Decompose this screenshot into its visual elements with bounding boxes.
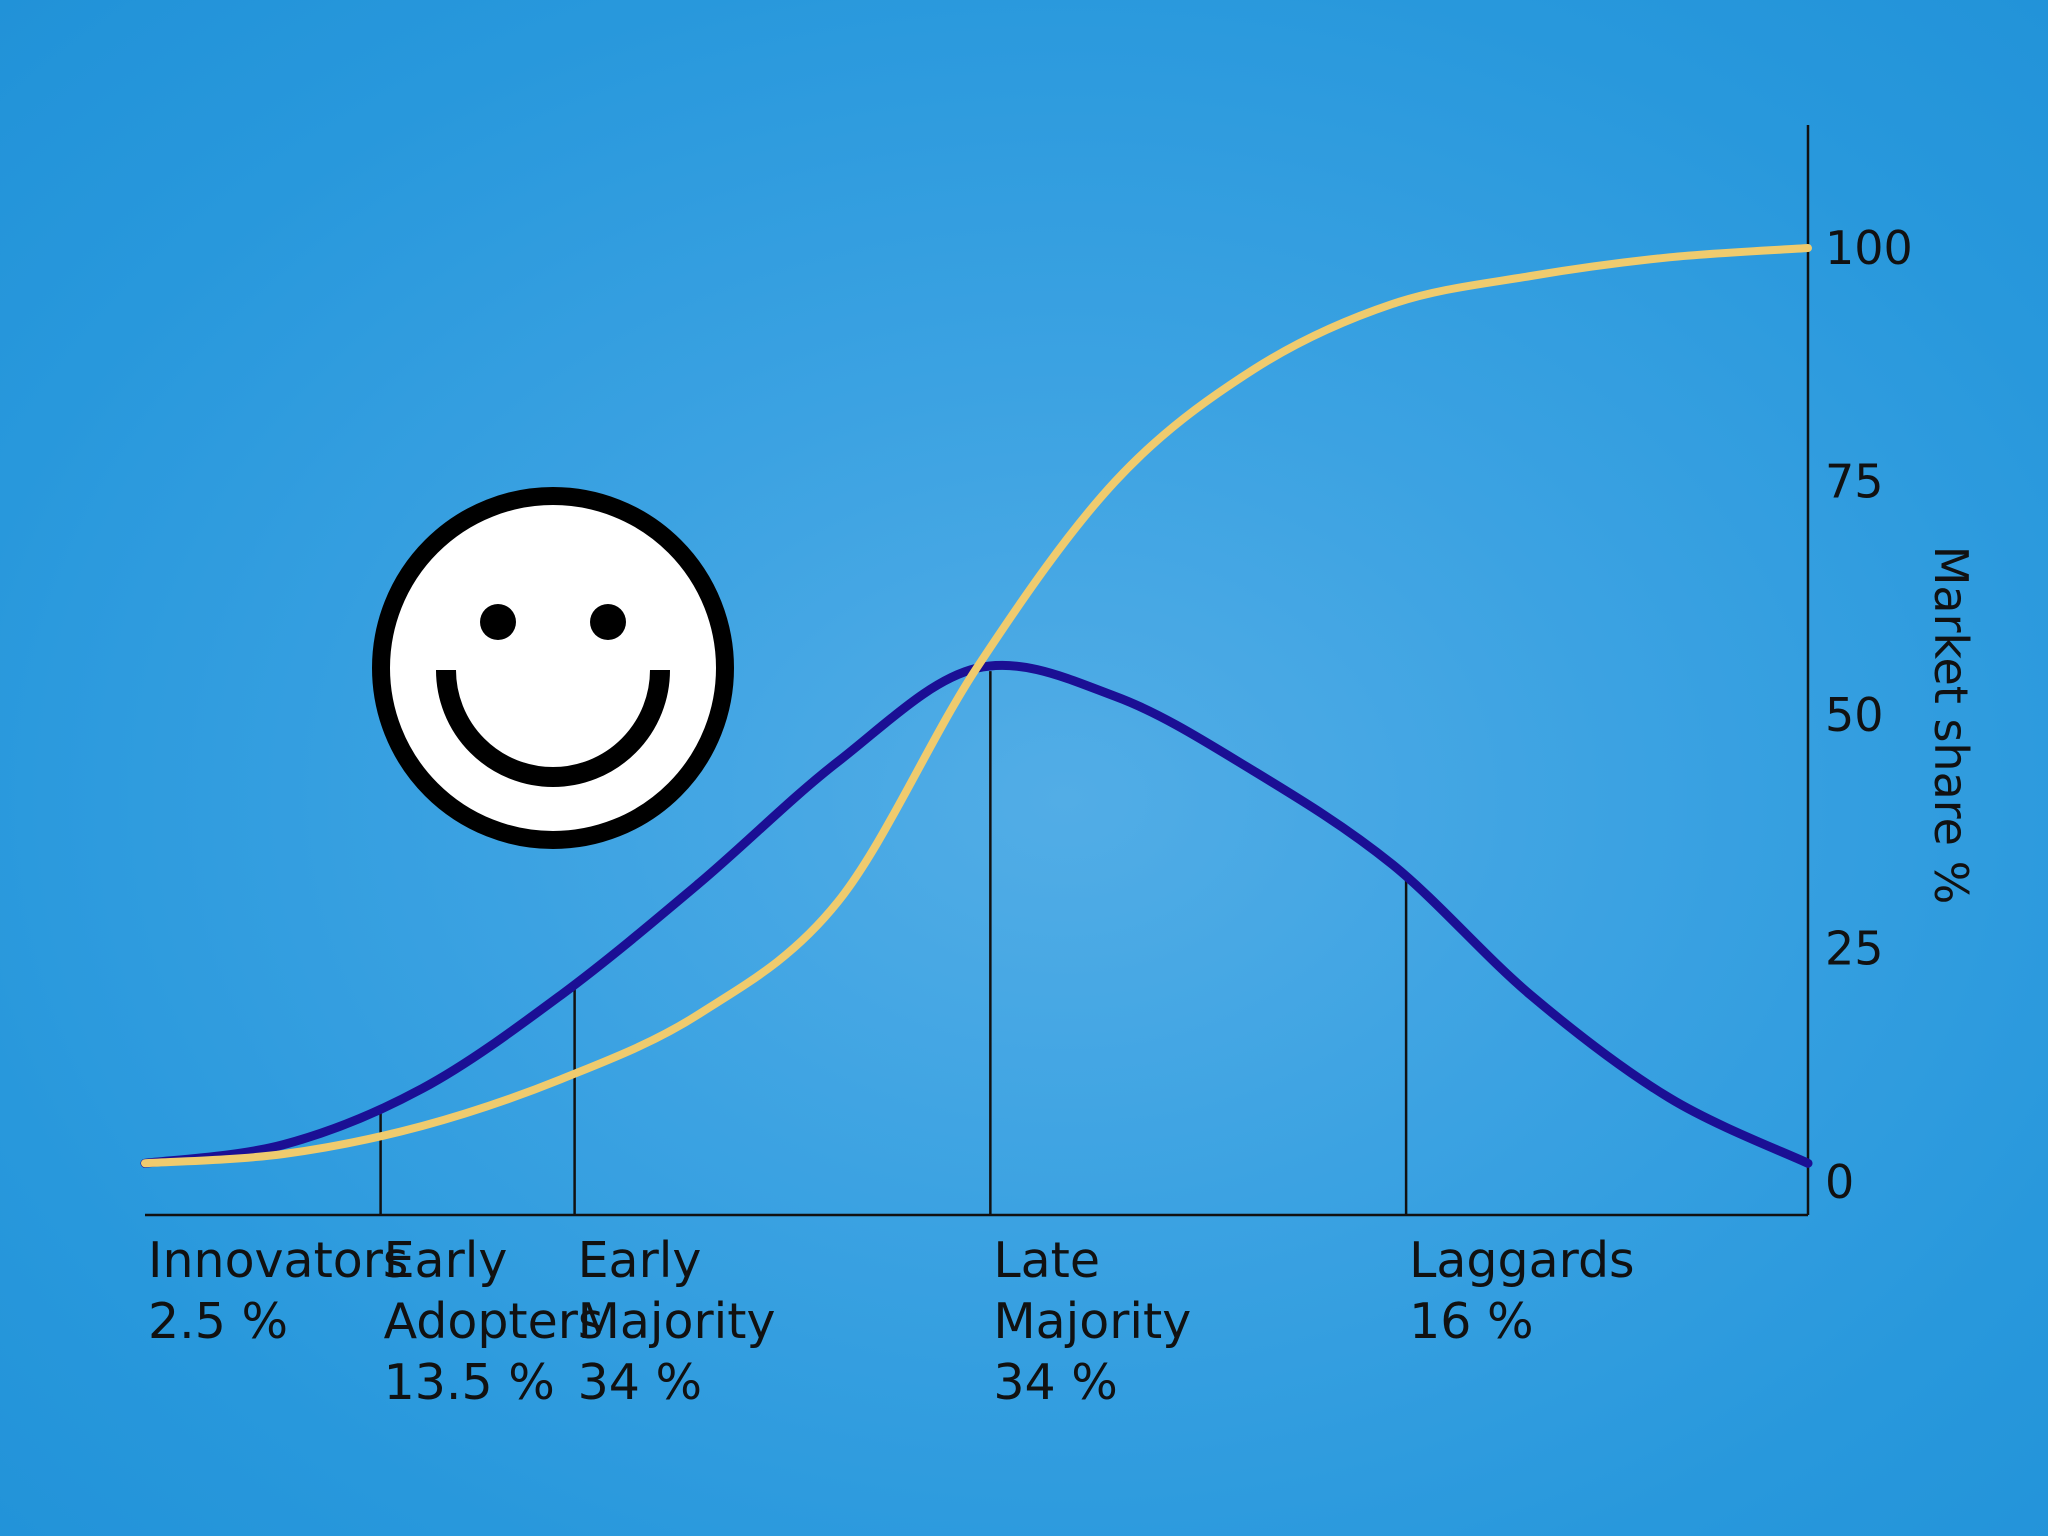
smiley-face-circle (372, 487, 734, 849)
segment-labels: Innovators 2.5 %Early Adopters 13.5 %Early M… (148, 1232, 1635, 1411)
y-tick-label: 0 (1825, 1155, 1854, 1209)
smiley-left-eye (480, 604, 516, 640)
series-curves (140, 244, 1813, 1168)
market-share-s-curve (141, 244, 1812, 1168)
segment-dividers (379, 671, 1408, 1215)
segment-label: Innovators 2.5 % (148, 1232, 408, 1350)
smiley-mouth (436, 669, 670, 787)
y-tick-label: 50 (1825, 688, 1884, 742)
segment-label: Late Majority 34 % (993, 1232, 1191, 1411)
y-axis-title: Market share % (1924, 546, 1978, 905)
y-tick-label: 25 (1825, 922, 1884, 976)
y-tick-label: 100 (1825, 221, 1913, 275)
smiley-right-eye (590, 604, 626, 640)
y-tick-label: 75 (1825, 455, 1884, 509)
segment-label: Early Majority 34 % (578, 1232, 776, 1411)
segment-label: Laggards 16 % (1409, 1232, 1634, 1350)
segment-label: Early Adopters 13.5 % (384, 1232, 604, 1411)
y-tick-labels: 0 25 50 75 100 (1825, 221, 1913, 1209)
smiley-face-icon (372, 487, 734, 849)
